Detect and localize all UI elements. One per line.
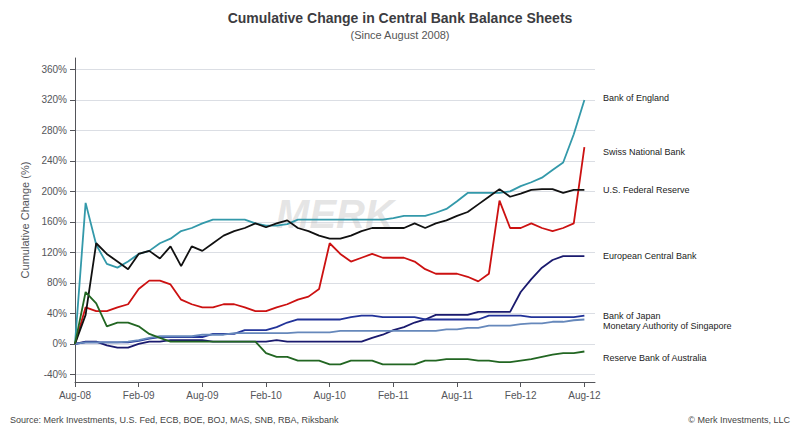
svg-text:280%: 280% <box>41 125 67 136</box>
svg-text:Feb-12: Feb-12 <box>505 390 537 401</box>
svg-text:80%: 80% <box>47 277 67 288</box>
svg-text:Monetary Authority of Singapor: Monetary Authority of Singapore <box>603 321 732 331</box>
svg-text:U.S. Federal Reserve: U.S. Federal Reserve <box>603 185 690 195</box>
svg-text:Source: Merk Investments, U.S.: Source: Merk Investments, U.S. Fed, ECB,… <box>10 415 339 425</box>
svg-text:360%: 360% <box>41 64 67 75</box>
svg-text:© Merk Investments, LLC: © Merk Investments, LLC <box>688 415 790 425</box>
svg-text:-40%: -40% <box>44 369 67 380</box>
svg-text:0%: 0% <box>53 338 68 349</box>
svg-text:Aug-09: Aug-09 <box>186 390 219 401</box>
svg-text:Feb-10: Feb-10 <box>250 390 282 401</box>
svg-text:European Central Bank: European Central Bank <box>603 251 697 261</box>
svg-text:120%: 120% <box>41 247 67 258</box>
svg-text:Aug-11: Aug-11 <box>441 390 473 401</box>
svg-text:Bank of Japan: Bank of Japan <box>603 311 661 321</box>
svg-text:Reserve Bank of Australia: Reserve Bank of Australia <box>603 353 707 363</box>
svg-text:200%: 200% <box>41 186 67 197</box>
svg-text:Aug-10: Aug-10 <box>314 390 347 401</box>
svg-text:Aug-12: Aug-12 <box>568 390 601 401</box>
svg-text:(Since August 2008): (Since August 2008) <box>350 29 449 41</box>
svg-text:40%: 40% <box>47 308 67 319</box>
svg-text:Bank of England: Bank of England <box>603 93 669 103</box>
svg-text:Feb-11: Feb-11 <box>378 390 409 401</box>
svg-text:Cumulative Change (%): Cumulative Change (%) <box>19 162 31 279</box>
svg-text:240%: 240% <box>41 155 67 166</box>
svg-text:160%: 160% <box>41 216 67 227</box>
svg-text:320%: 320% <box>41 94 67 105</box>
svg-text:Feb-09: Feb-09 <box>123 390 155 401</box>
svg-text:Cumulative Change in Central B: Cumulative Change in Central Bank Balanc… <box>228 10 573 26</box>
svg-text:Swiss National Bank: Swiss National Bank <box>603 147 686 157</box>
svg-text:MERK: MERK <box>276 192 397 236</box>
svg-text:Aug-08: Aug-08 <box>59 390 92 401</box>
